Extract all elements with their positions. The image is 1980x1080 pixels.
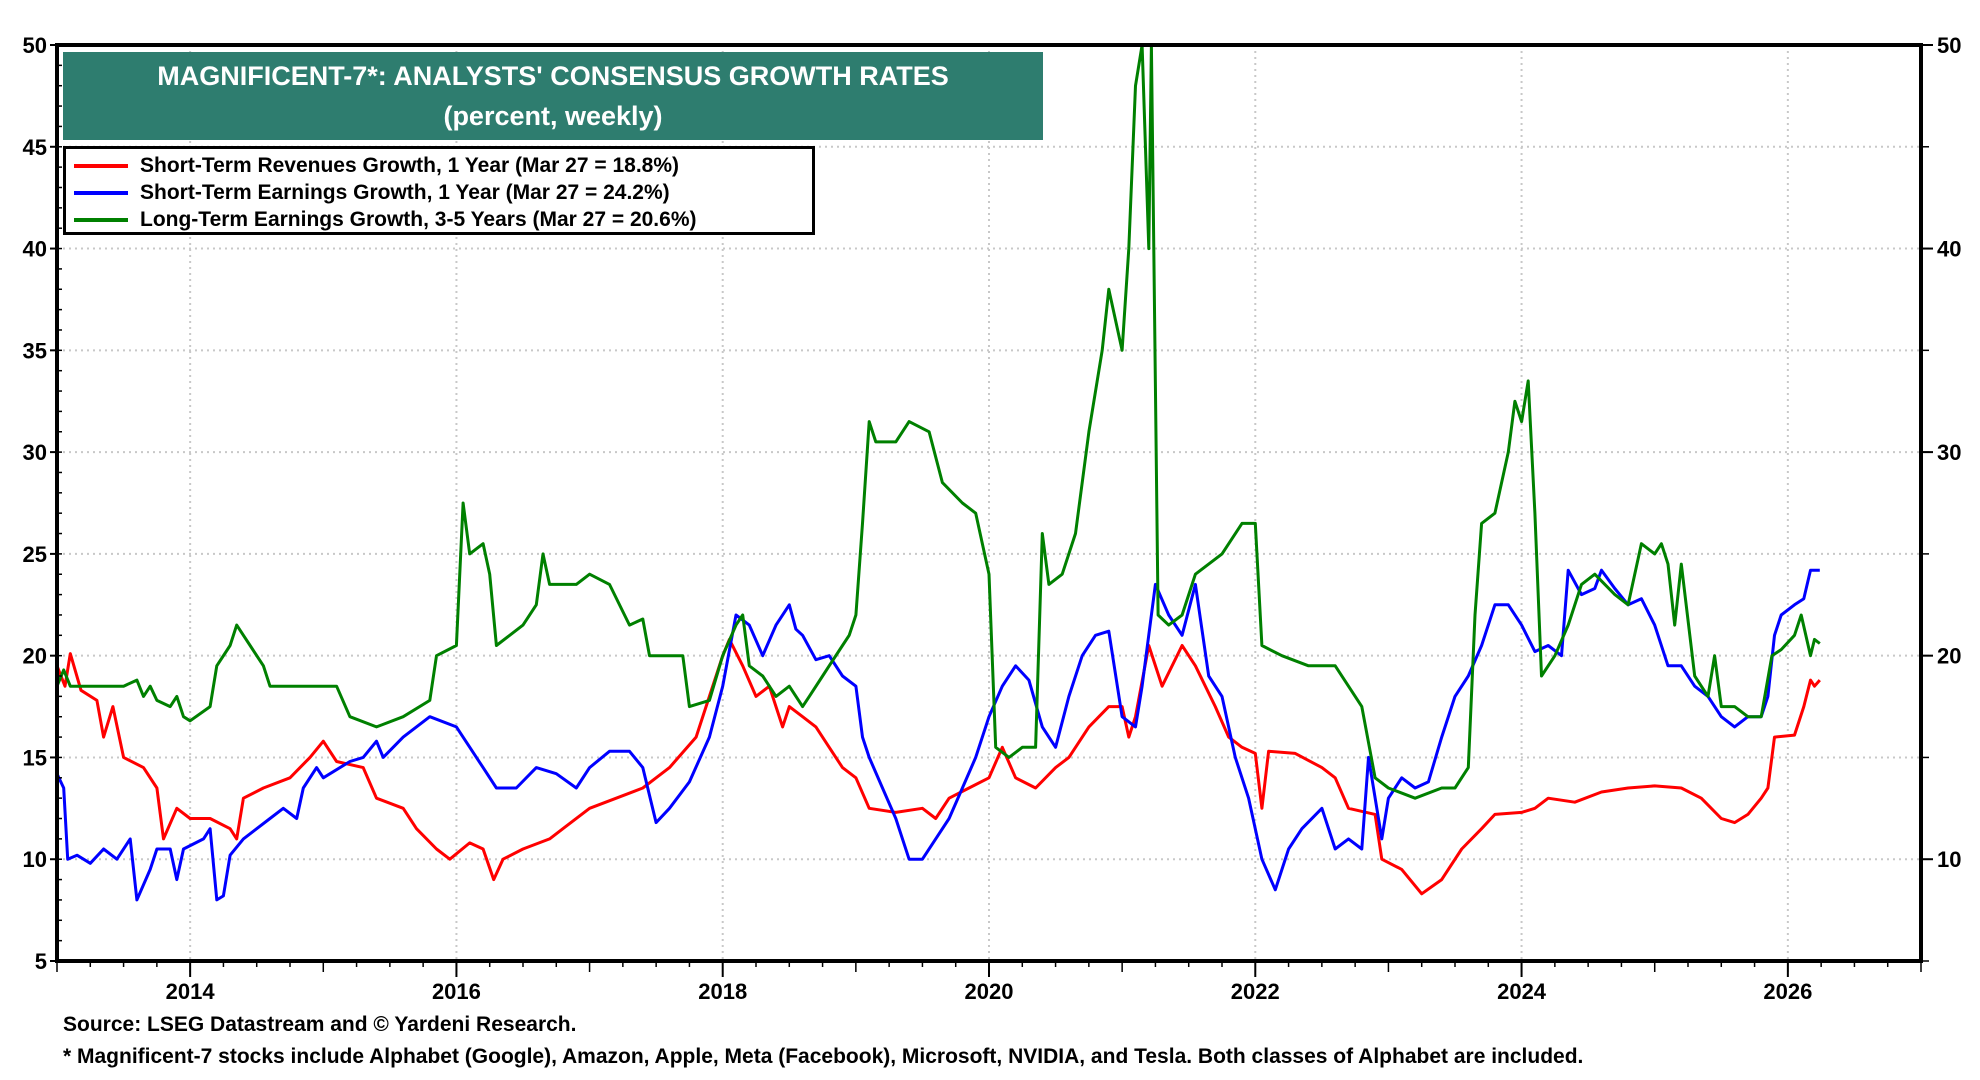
source-note: Source: LSEG Datastream and © Yardeni Re…	[63, 1013, 577, 1036]
y2-tick-label: 40	[1937, 237, 1961, 262]
gridlines	[57, 45, 1921, 961]
x-tick-label: 2020	[965, 979, 1014, 1004]
legend-label: Short-Term Earnings Growth, 1 Year (Mar …	[140, 180, 670, 204]
y-tick-label: 5	[35, 949, 47, 974]
legend-swatch-blue	[74, 190, 128, 195]
y-tick-label: 35	[23, 338, 47, 363]
x-tick-label: 2024	[1497, 979, 1547, 1004]
footnote: * Magnificent-7 stocks include Alphabet …	[63, 1045, 1584, 1068]
legend-label: Long-Term Earnings Growth, 3-5 Years (Ma…	[140, 207, 697, 231]
x-tick-label: 2026	[1763, 979, 1812, 1004]
x-tick-label: 2022	[1231, 979, 1280, 1004]
axes: 5 10 15 20 25 30 35 40 45 50 10 20 30 40 50 2014 2016 201…	[23, 33, 1962, 1004]
y-tick-label: 15	[23, 745, 47, 770]
y-tick-label: 40	[23, 237, 47, 262]
legend-swatch-green	[74, 217, 128, 222]
legend-item-lt-earnings: Long-Term Earnings Growth, 3-5 Years (Ma…	[74, 206, 812, 233]
y-tick-label: 25	[23, 542, 47, 567]
y2-tick-label: 20	[1937, 644, 1961, 669]
x-tick-label: 2016	[432, 979, 481, 1004]
chart-title: MAGNIFICENT-7*: ANALYSTS' CONSENSUS GROW…	[157, 61, 949, 91]
legend-item-st-earnings: Short-Term Earnings Growth, 1 Year (Mar …	[74, 179, 812, 206]
y-tick-label: 50	[23, 33, 47, 58]
revenues-line	[55, 637, 1821, 896]
y-tick-label: 10	[23, 847, 47, 872]
y2-tick-label: 10	[1937, 847, 1961, 872]
lt-earnings-line	[55, 43, 1821, 800]
y-tick-label: 30	[23, 440, 47, 465]
y-tick-label: 45	[23, 135, 47, 160]
chart-title-box: MAGNIFICENT-7*: ANALYSTS' CONSENSUS GROW…	[63, 52, 1043, 140]
series-lines	[55, 43, 1821, 902]
legend-swatch-red	[74, 163, 128, 168]
chart-subtitle: (percent, weekly)	[443, 101, 663, 131]
st-earnings-line	[55, 568, 1820, 902]
legend-label: Short-Term Revenues Growth, 1 Year (Mar …	[140, 153, 680, 177]
y2-tick-label: 50	[1937, 33, 1961, 58]
y2-tick-label: 30	[1937, 440, 1961, 465]
y-tick-label: 20	[23, 644, 47, 669]
x-tick-label: 2014	[166, 979, 216, 1004]
legend-item-revenues: Short-Term Revenues Growth, 1 Year (Mar …	[74, 152, 812, 179]
legend: Short-Term Revenues Growth, 1 Year (Mar …	[63, 146, 815, 235]
x-tick-label: 2018	[698, 979, 747, 1004]
